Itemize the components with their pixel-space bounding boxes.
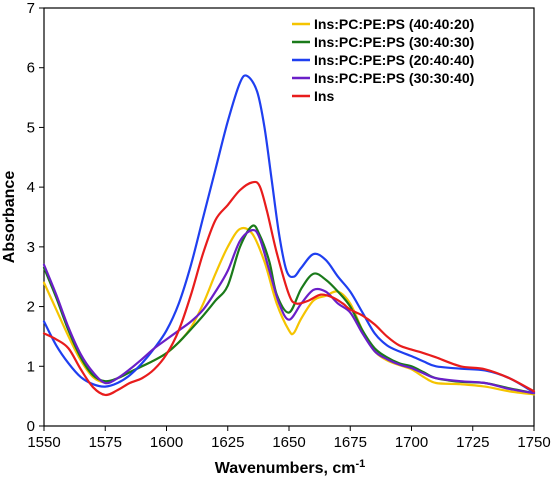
y-tick-label: 0 [27, 418, 35, 435]
x-tick-label: 1550 [27, 434, 60, 451]
y-tick-label: 4 [27, 179, 35, 196]
series-line-ins-pc-pe-ps-20-40-40 [42, 74, 536, 394]
legend: Ins:PC:PE:PS (40:40:20) Ins:PC:PE:PS (30:… [292, 16, 474, 104]
legend-entry-label: Ins [314, 88, 334, 104]
y-axis-title: Absorbance [1, 171, 18, 264]
x-tick-label: 1675 [334, 434, 367, 451]
legend-entry-label: Ins:PC:PE:PS (40:40:20) [314, 16, 474, 32]
x-axis-title: Wavenumbers, cm-1 [215, 458, 366, 477]
x-tick-label: 1700 [395, 434, 428, 451]
x-axis-title-superscript: -1 [356, 458, 366, 470]
y-tick-label: 3 [27, 239, 35, 256]
legend-entry-label: Ins:PC:PE:PS (30:30:40) [314, 70, 474, 86]
x-tick-label: 1600 [150, 434, 183, 451]
x-tick-label: 1625 [211, 434, 244, 451]
y-tick-label: 6 [27, 60, 35, 77]
x-tick-label: 1650 [272, 434, 305, 451]
legend-entry-label: Ins:PC:PE:PS (20:40:40) [314, 52, 474, 68]
series-line-ins [42, 180, 536, 397]
x-tick-label: 1750 [517, 434, 550, 451]
x-tick-label: 1575 [89, 434, 122, 451]
legend-entry-label: Ins:PC:PE:PS (30:40:30) [314, 34, 474, 50]
y-tick-label: 1 [27, 358, 35, 375]
y-axis: 0 1 2 3 4 5 6 7 [27, 0, 44, 435]
y-tick-label: 2 [27, 299, 35, 316]
x-axis-title-main: Wavenumbers, cm [215, 460, 356, 477]
series-line-ins-pc-pe-ps-30-30-40 [42, 228, 536, 395]
x-tick-label: 1725 [456, 434, 489, 451]
x-axis: 1550 1575 1600 1625 1650 1675 1700 1725 1750 [27, 426, 551, 451]
y-tick-label: 5 [27, 119, 35, 136]
series-lines [42, 74, 536, 397]
y-tick-label: 7 [27, 0, 35, 17]
